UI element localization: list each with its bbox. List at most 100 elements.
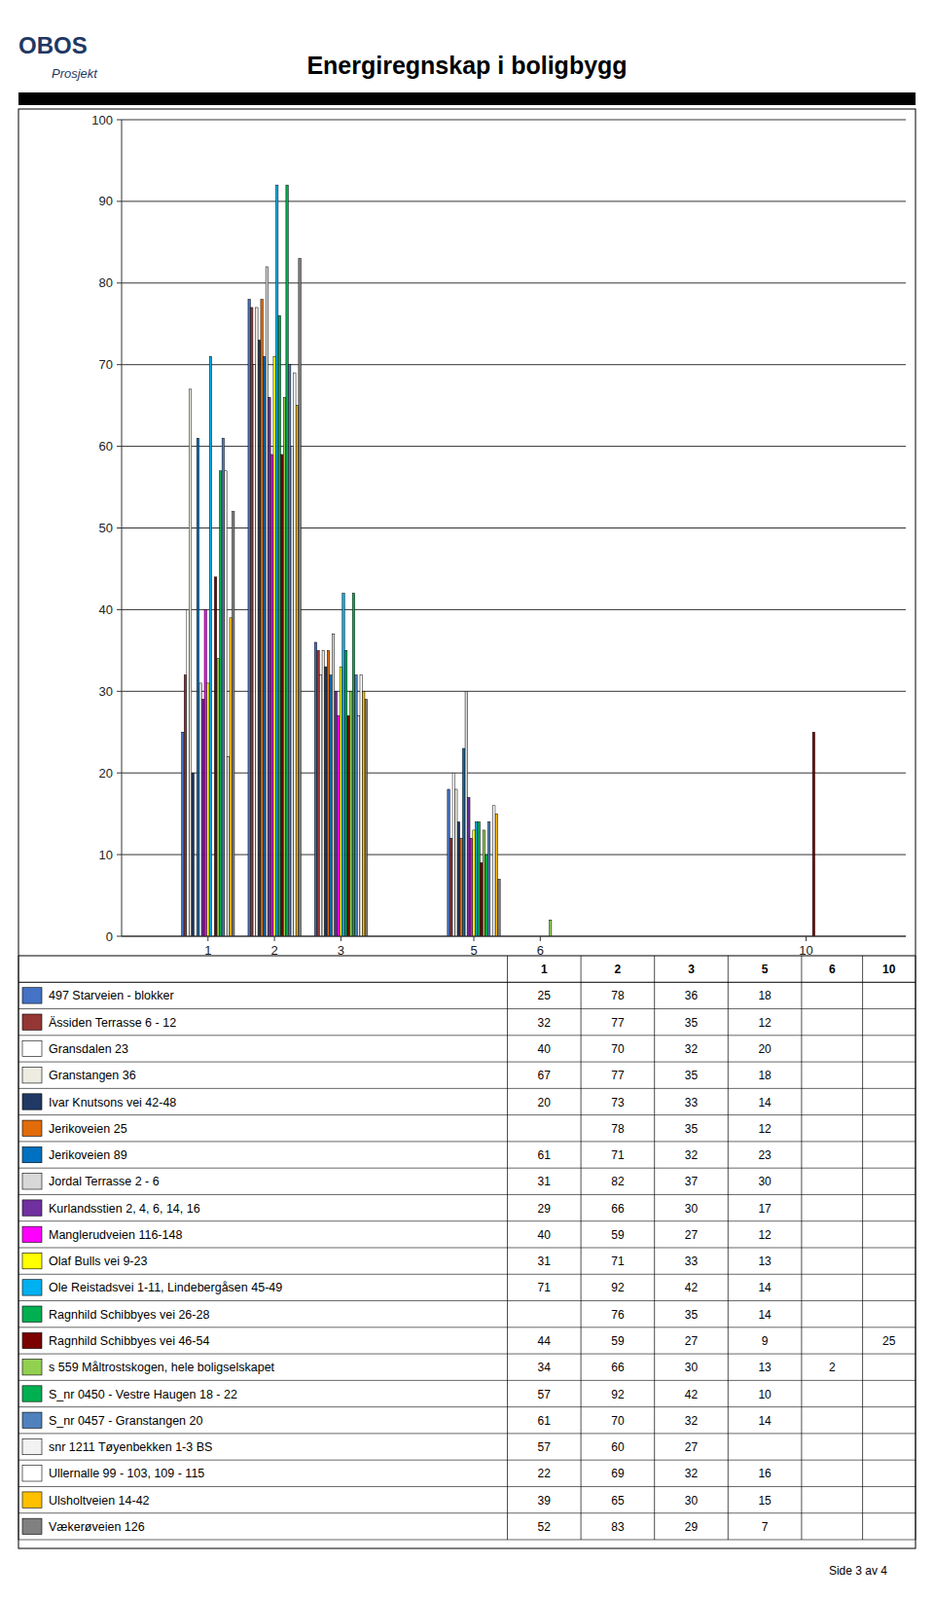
y-tick bbox=[116, 854, 122, 856]
legend-entry: Ulsholtveien 14-42 bbox=[48, 1493, 150, 1508]
bar bbox=[265, 266, 268, 936]
bar bbox=[337, 715, 340, 936]
bar bbox=[485, 854, 488, 936]
legend-swatch bbox=[22, 1305, 42, 1322]
table-value: 82 bbox=[610, 1174, 625, 1188]
y-tick-label: 60 bbox=[99, 438, 113, 454]
grid-line bbox=[121, 609, 906, 611]
bar bbox=[268, 396, 271, 936]
bar bbox=[204, 609, 207, 936]
chart-title: Energiregnskap i boligbygg bbox=[306, 51, 627, 79]
table-value: 13 bbox=[757, 1360, 772, 1374]
table-value: 14 bbox=[757, 1095, 772, 1110]
y-tick-label: 0 bbox=[106, 929, 113, 944]
table-line bbox=[18, 1140, 916, 1142]
bar-series bbox=[221, 364, 491, 936]
table-line bbox=[18, 1061, 916, 1063]
grid-line bbox=[121, 854, 906, 856]
table-value: 78 bbox=[610, 988, 625, 1003]
table-value: 33 bbox=[684, 1095, 699, 1110]
bar bbox=[201, 699, 204, 936]
bar bbox=[460, 837, 463, 936]
table-line bbox=[18, 1193, 916, 1195]
table-value: 61 bbox=[538, 1148, 552, 1162]
table-value: 69 bbox=[610, 1466, 625, 1480]
grid-line bbox=[121, 690, 906, 692]
x-tick bbox=[274, 935, 276, 941]
bar bbox=[329, 675, 332, 936]
table-value: 52 bbox=[538, 1519, 552, 1534]
grid-line bbox=[121, 772, 906, 774]
table-line bbox=[18, 1273, 916, 1275]
bar-series bbox=[186, 364, 456, 936]
table-value: 57 bbox=[538, 1439, 552, 1454]
bar bbox=[270, 454, 273, 936]
table-value: 40 bbox=[538, 1041, 552, 1056]
table-value: 31 bbox=[538, 1174, 552, 1188]
table-line bbox=[18, 1353, 916, 1355]
table-value: 67 bbox=[538, 1068, 552, 1082]
table-value: 39 bbox=[538, 1493, 552, 1508]
bar-series bbox=[204, 454, 473, 936]
table-value: 44 bbox=[538, 1333, 552, 1348]
bar-series bbox=[191, 340, 461, 936]
bar bbox=[209, 356, 212, 936]
bar-series bbox=[260, 299, 463, 936]
table-header: 6 bbox=[828, 962, 836, 976]
legend-swatch bbox=[22, 1279, 42, 1295]
bar bbox=[480, 862, 483, 936]
table-value: 30 bbox=[684, 1360, 699, 1374]
x-tick bbox=[473, 935, 475, 941]
bar bbox=[493, 805, 496, 936]
bar bbox=[498, 878, 501, 936]
table-value: 71 bbox=[538, 1280, 552, 1294]
bar bbox=[455, 789, 458, 936]
header-bar bbox=[18, 92, 916, 106]
bar bbox=[283, 396, 286, 936]
y-tick bbox=[116, 119, 122, 121]
table-value: 70 bbox=[610, 1413, 625, 1428]
table-value: 2 bbox=[828, 1360, 836, 1374]
bar bbox=[342, 593, 345, 936]
legend-entry: s 559 Måltrostskogen, hele boligselskape… bbox=[48, 1360, 276, 1374]
legend-entry: Ragnhild Schibbyes vei 26-28 bbox=[48, 1307, 210, 1322]
bar bbox=[452, 772, 455, 936]
bar bbox=[319, 675, 322, 936]
bar bbox=[334, 690, 337, 936]
table-value: 57 bbox=[538, 1387, 552, 1401]
table-header: 1 bbox=[540, 962, 548, 976]
bar bbox=[257, 340, 260, 936]
bar bbox=[276, 184, 279, 936]
legend-swatch bbox=[22, 1146, 42, 1162]
bar bbox=[495, 813, 498, 936]
y-tick bbox=[116, 772, 122, 774]
table-line bbox=[18, 1379, 916, 1381]
table-value: 73 bbox=[610, 1095, 625, 1110]
table-value: 35 bbox=[684, 1015, 699, 1030]
bar bbox=[477, 822, 480, 936]
table-value: 42 bbox=[684, 1387, 699, 1401]
table-line bbox=[506, 955, 508, 1540]
table-header: 2 bbox=[614, 962, 622, 976]
y-tick bbox=[116, 690, 122, 692]
bar bbox=[457, 822, 460, 936]
legend-swatch bbox=[22, 1491, 42, 1508]
legend-entry: Ässiden Terrasse 6 - 12 bbox=[48, 1015, 177, 1030]
grid-line bbox=[121, 282, 906, 284]
table-line bbox=[18, 1539, 916, 1541]
bar bbox=[465, 690, 467, 936]
background bbox=[0, 0, 934, 1600]
table-value: 25 bbox=[882, 1333, 897, 1348]
legend-entry: Ivar Knutsons vei 42-48 bbox=[48, 1095, 177, 1110]
y-tick bbox=[116, 527, 122, 529]
legend-entry: S_nr 0457 - Granstangen 20 bbox=[48, 1413, 203, 1428]
bar bbox=[469, 837, 472, 936]
table-line bbox=[580, 955, 582, 1540]
table-value: 29 bbox=[684, 1519, 699, 1534]
bar-series bbox=[207, 356, 476, 936]
logo-title: OBOS bbox=[18, 32, 88, 59]
table-value: 66 bbox=[610, 1360, 625, 1374]
legend-swatch bbox=[22, 1437, 42, 1454]
y-tick bbox=[116, 363, 122, 365]
legend-swatch bbox=[22, 1040, 42, 1056]
